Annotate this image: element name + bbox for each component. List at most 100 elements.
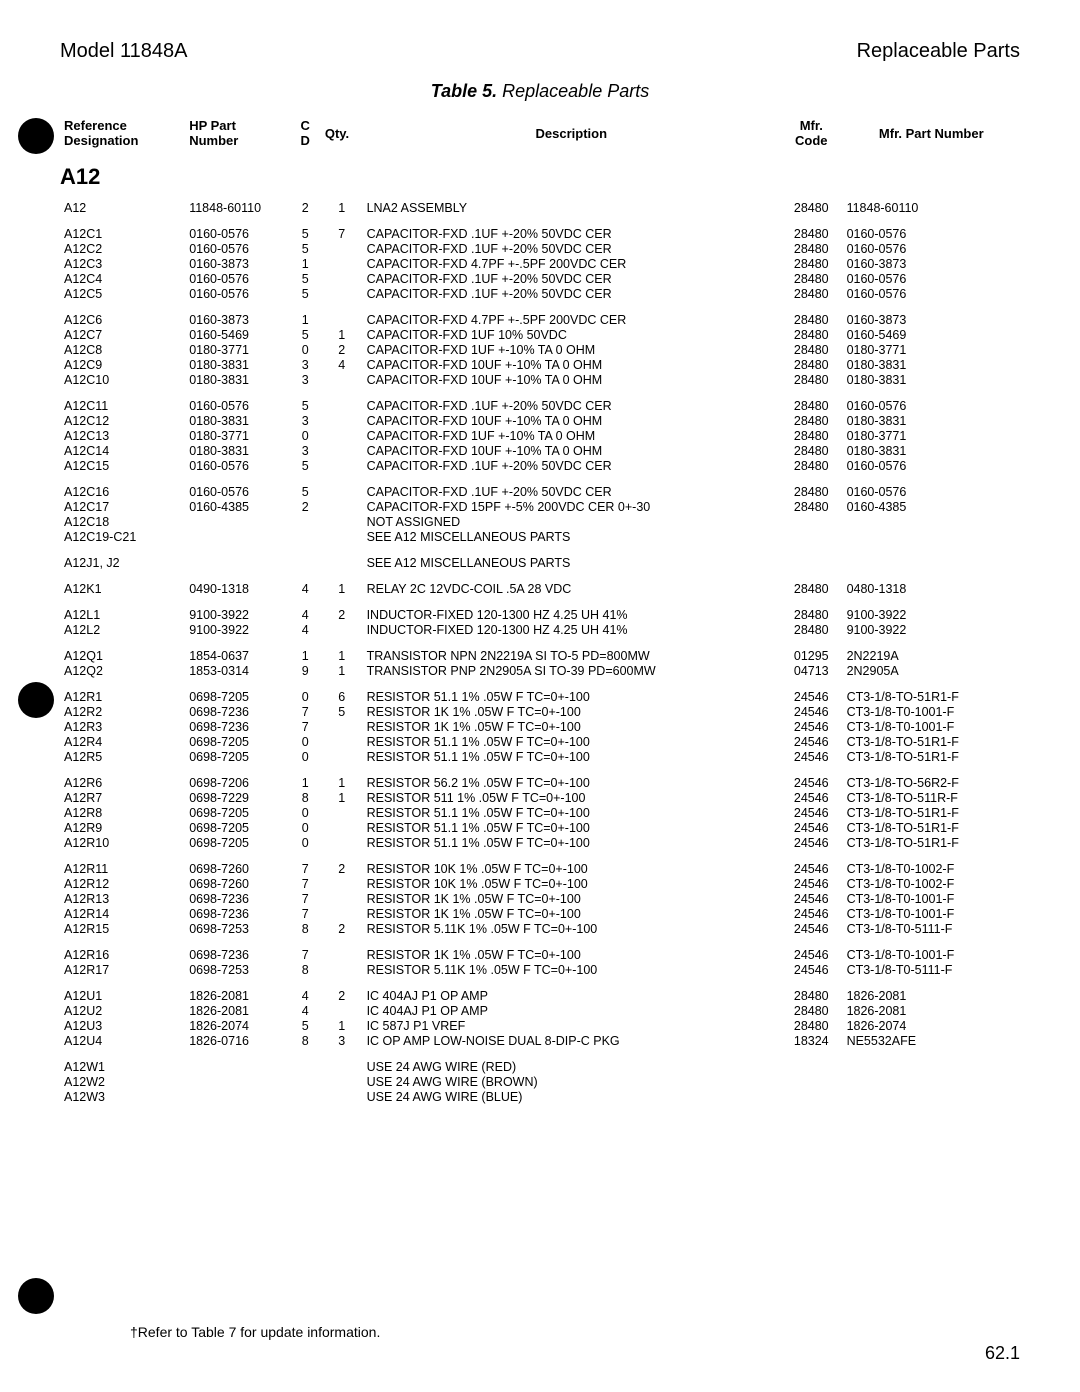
cell-desc: CAPACITOR-FXD .1UF +-20% 50VDC CER <box>363 271 780 286</box>
cell-mpn: CT3-1/8-TO-511R-F <box>843 790 1020 805</box>
cell-desc: CAPACITOR-FXD 4.7PF +-.5PF 200VDC CER <box>363 256 780 271</box>
cell-cd <box>290 1059 321 1074</box>
cell-ref: A12R2 <box>60 704 185 719</box>
cell-desc: RESISTOR 51.1 1% .05W F TC=0+-100 <box>363 734 780 749</box>
cell-hp: 0490-1318 <box>185 581 289 596</box>
cell-ref: A12R14 <box>60 906 185 921</box>
table-title: Table 5. Replaceable Parts <box>60 81 1020 102</box>
cell-mpn: 9100-3922 <box>843 622 1020 637</box>
cell-mfr: 28480 <box>780 1003 843 1018</box>
cell-cd: 5 <box>290 327 321 342</box>
cell-cd: 5 <box>290 484 321 499</box>
cell-hp: 0698-7236 <box>185 906 289 921</box>
cell-hp: 1853-0314 <box>185 663 289 678</box>
cell-qty: 2 <box>321 921 363 936</box>
cell-hp: 1854-0637 <box>185 648 289 663</box>
table-row: A12C50160-05765CAPACITOR-FXD .1UF +-20% … <box>60 286 1020 301</box>
cell-mfr: 28480 <box>780 499 843 514</box>
table-row: A12C20160-05765CAPACITOR-FXD .1UF +-20% … <box>60 241 1020 256</box>
cell-cd: 3 <box>290 372 321 387</box>
cell-hp: 0180-3771 <box>185 428 289 443</box>
cell-qty <box>321 312 363 327</box>
table-row: A12C160160-05765CAPACITOR-FXD .1UF +-20%… <box>60 484 1020 499</box>
cell-qty <box>321 555 363 570</box>
column-headers: ReferenceDesignation HP PartNumber CD Qt… <box>60 116 1020 150</box>
cell-mfr: 24546 <box>780 906 843 921</box>
cell-mpn: 0160-0576 <box>843 286 1020 301</box>
group-gap <box>60 936 1020 947</box>
cell-ref: A12U1 <box>60 988 185 1003</box>
table-row: A12C90180-383134CAPACITOR-FXD 10UF +-10%… <box>60 357 1020 372</box>
cell-desc: RESISTOR 1K 1% .05W F TC=0+-100 <box>363 704 780 719</box>
table-row: A12C40160-05765CAPACITOR-FXD .1UF +-20% … <box>60 271 1020 286</box>
cell-mpn: 0160-0576 <box>843 271 1020 286</box>
cell-desc: CAPACITOR-FXD 15PF +-5% 200VDC CER 0+-30 <box>363 499 780 514</box>
cell-mpn <box>843 514 1020 529</box>
cell-desc: RESISTOR 1K 1% .05W F TC=0+-100 <box>363 719 780 734</box>
cell-ref: A12C1 <box>60 226 185 241</box>
cell-hp <box>185 529 289 544</box>
cell-desc: CAPACITOR-FXD .1UF +-20% 50VDC CER <box>363 286 780 301</box>
cell-ref: A12C16 <box>60 484 185 499</box>
cell-desc: CAPACITOR-FXD .1UF +-20% 50VDC CER <box>363 241 780 256</box>
cell-cd: 1 <box>290 256 321 271</box>
cell-hp: 0698-7229 <box>185 790 289 805</box>
cell-ref: A12R13 <box>60 891 185 906</box>
cell-mpn: 0160-5469 <box>843 327 1020 342</box>
cell-hp: 0698-7205 <box>185 820 289 835</box>
cell-hp: 0160-0576 <box>185 286 289 301</box>
cell-qty <box>321 271 363 286</box>
cell-qty <box>321 241 363 256</box>
cell-mfr: 28480 <box>780 1018 843 1033</box>
group-gap <box>60 473 1020 484</box>
cell-cd: 3 <box>290 443 321 458</box>
cell-mpn: CT3-1/8-T0-1002-F <box>843 861 1020 876</box>
cell-mpn: CT3-1/8-TO-51R1-F <box>843 749 1020 764</box>
table-row: A12L29100-39224INDUCTOR-FIXED 120-1300 H… <box>60 622 1020 637</box>
cell-desc: INDUCTOR-FIXED 120-1300 HZ 4.25 UH 41% <box>363 607 780 622</box>
cell-mfr: 24546 <box>780 704 843 719</box>
cell-ref: A12Q1 <box>60 648 185 663</box>
cell-cd: 5 <box>290 226 321 241</box>
cell-ref: A12W3 <box>60 1089 185 1104</box>
cell-cd: 7 <box>290 891 321 906</box>
cell-mfr: 28480 <box>780 428 843 443</box>
cell-cd: 3 <box>290 357 321 372</box>
cell-qty <box>321 891 363 906</box>
cell-desc: RESISTOR 5.11K 1% .05W F TC=0+-100 <box>363 962 780 977</box>
cell-mpn <box>843 555 1020 570</box>
cell-mpn: CT3-1/8-T0-1001-F <box>843 906 1020 921</box>
page-number: 62.1 <box>985 1343 1020 1364</box>
cell-hp: 9100-3922 <box>185 622 289 637</box>
cell-mpn: 0180-3831 <box>843 413 1020 428</box>
cell-hp: 0160-0576 <box>185 484 289 499</box>
group-gap <box>60 570 1020 581</box>
cell-hp: 11848-60110 <box>185 200 289 215</box>
cell-desc: CAPACITOR-FXD 10UF +-10% TA 0 OHM <box>363 413 780 428</box>
cell-mpn: 0180-3771 <box>843 342 1020 357</box>
cell-hp: 0160-0576 <box>185 241 289 256</box>
cell-cd <box>290 514 321 529</box>
cell-mfr: 24546 <box>780 790 843 805</box>
cell-hp: 0180-3831 <box>185 372 289 387</box>
cell-hp: 0698-7205 <box>185 805 289 820</box>
group-gap <box>60 637 1020 648</box>
table-row: A12U31826-207451IC 587J P1 VREF284801826… <box>60 1018 1020 1033</box>
table-row: A12R160698-72367RESISTOR 1K 1% .05W F TC… <box>60 947 1020 962</box>
hole-punch-dot <box>18 1278 54 1314</box>
cell-cd: 7 <box>290 861 321 876</box>
cell-cd: 4 <box>290 607 321 622</box>
cell-ref: A12R17 <box>60 962 185 977</box>
table-row: A12R100698-72050RESISTOR 51.1 1% .05W F … <box>60 835 1020 850</box>
cell-hp <box>185 1074 289 1089</box>
cell-desc: RESISTOR 1K 1% .05W F TC=0+-100 <box>363 891 780 906</box>
cell-mpn: CT3-1/8-T0-5111-F <box>843 921 1020 936</box>
cell-mfr: 28480 <box>780 241 843 256</box>
cell-mfr <box>780 1074 843 1089</box>
cell-cd: 8 <box>290 1033 321 1048</box>
cell-desc: SEE A12 MISCELLANEOUS PARTS <box>363 529 780 544</box>
table-row: A12U11826-208142IC 404AJ P1 OP AMP284801… <box>60 988 1020 1003</box>
table-row: A12W2USE 24 AWG WIRE (BROWN) <box>60 1074 1020 1089</box>
cell-cd <box>290 1074 321 1089</box>
cell-mpn: 1826-2081 <box>843 1003 1020 1018</box>
